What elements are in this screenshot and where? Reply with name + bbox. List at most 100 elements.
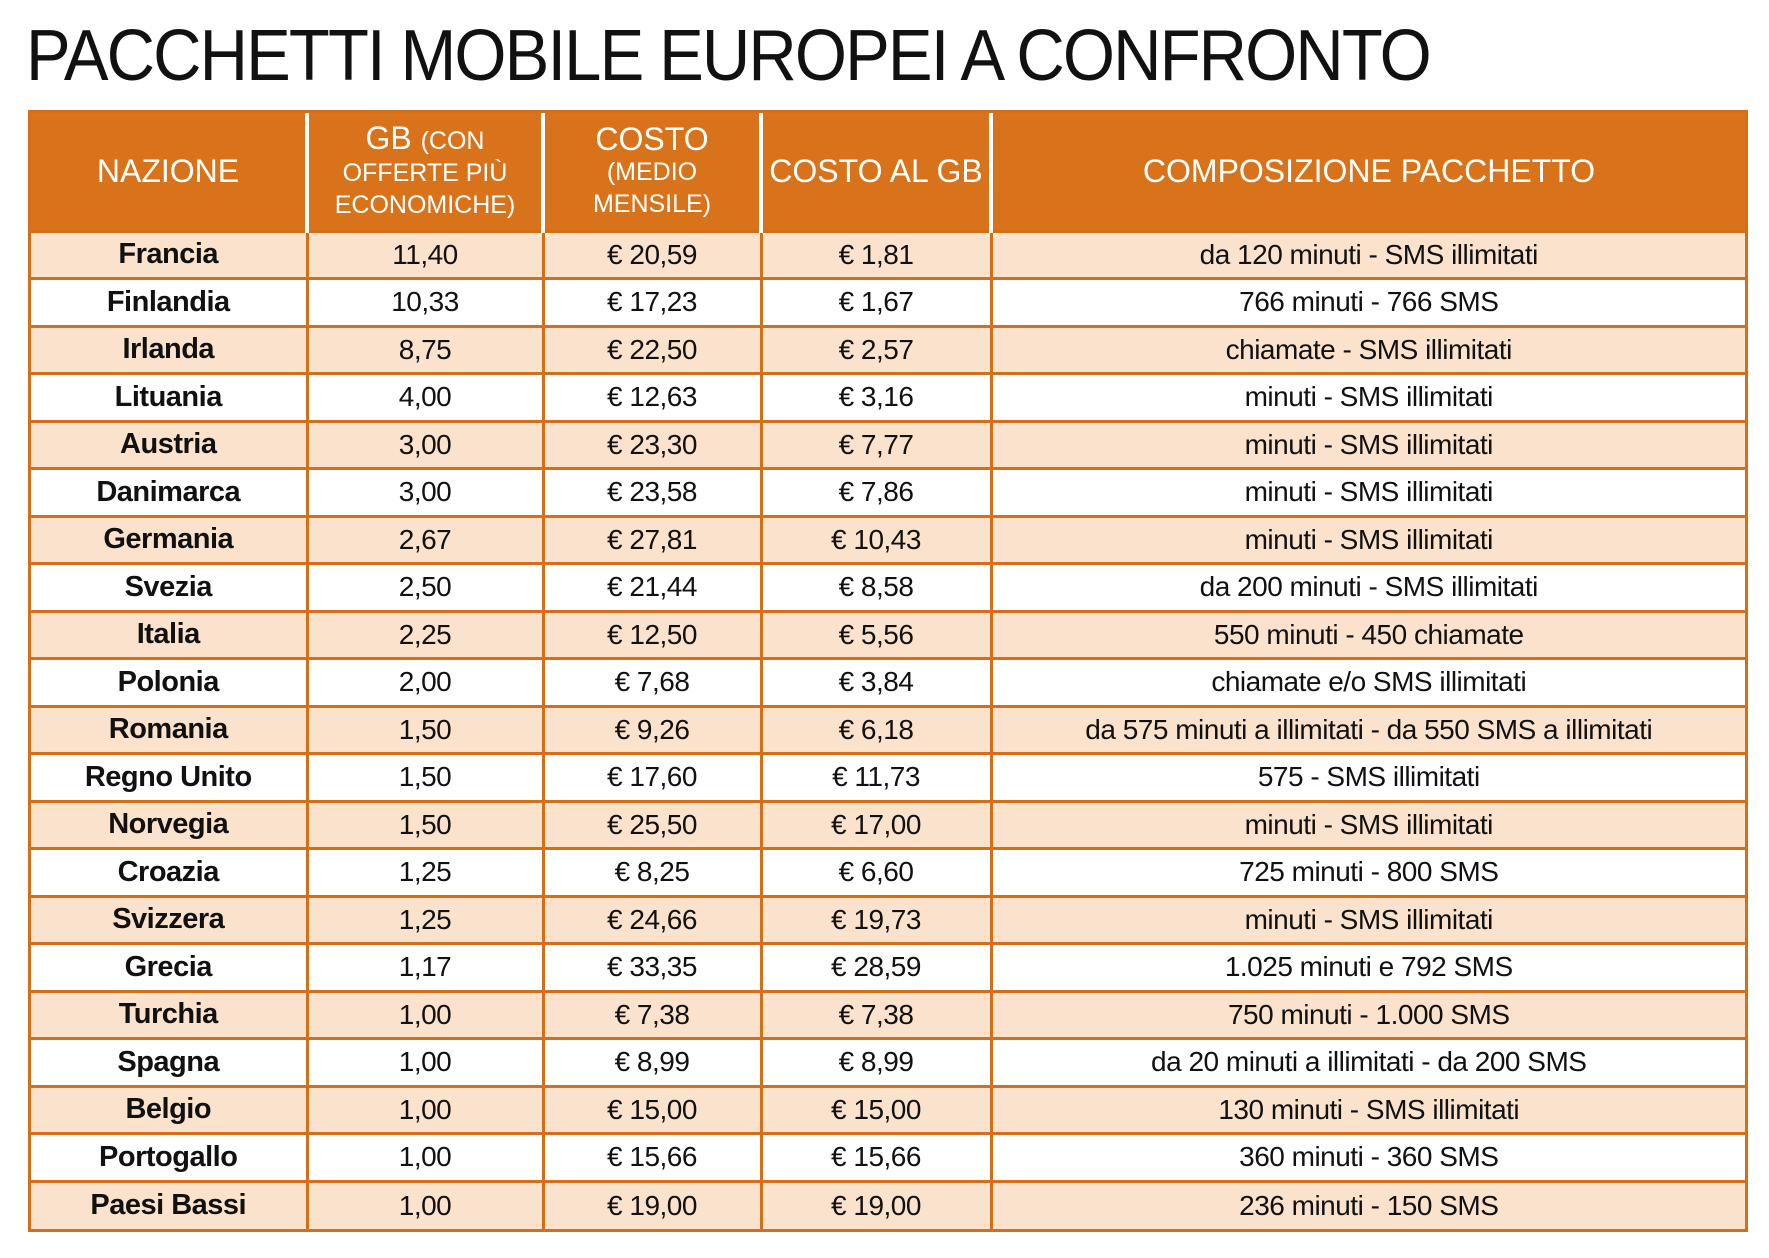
country-cell: Croazia (31, 847, 309, 896)
table-row: Romania 1,50 € 9,26 € 6,18 da 575 minuti a i… (31, 704, 1745, 754)
cost-per-gb-cell: € 11,73 (761, 752, 993, 801)
table-row: Croazia 1,25 € 8,25 € 6,60 725 minuti - 800 … (31, 847, 1745, 896)
gb-cell: 10,33 (307, 277, 545, 326)
cost-per-gb-cell: € 6,60 (761, 847, 993, 896)
package-cell: 130 minuti - SMS illimitati (991, 1084, 1745, 1134)
header-costo-sublabel: (MEDIO MENSILE) (592, 158, 712, 219)
cost-cell: € 23,58 (543, 467, 763, 516)
country-cell: Regno Unito (31, 752, 309, 801)
table-row: Paesi Bassi 1,00 € 19,00 € 19,00 236 minuti … (31, 1179, 1745, 1229)
table-row: Portogallo 1,00 € 15,66 € 15,66 360 minuti -… (31, 1132, 1745, 1181)
header-nazione: NAZIONE (31, 113, 309, 231)
cost-cell: € 7,68 (543, 657, 763, 706)
package-cell: chiamate e/o SMS illimitati (991, 657, 1745, 706)
cost-cell: € 17,23 (543, 277, 763, 326)
cost-per-gb-cell: € 1,67 (761, 277, 993, 326)
cost-per-gb-cell: € 17,00 (761, 799, 993, 849)
country-cell: Belgio (31, 1084, 309, 1134)
cost-cell: € 27,81 (543, 514, 763, 564)
cost-cell: € 21,44 (543, 562, 763, 611)
cost-cell: € 20,59 (543, 229, 763, 279)
cost-per-gb-cell: € 10,43 (761, 514, 993, 564)
gb-cell: 1,00 (307, 989, 545, 1039)
cost-per-gb-cell: € 7,77 (761, 419, 993, 469)
package-cell: chiamate - SMS illimitati (991, 324, 1745, 374)
country-cell: Turchia (31, 989, 309, 1039)
country-cell: Romania (31, 704, 309, 754)
cost-per-gb-cell: € 28,59 (761, 942, 993, 991)
cost-cell: € 12,63 (543, 372, 763, 421)
country-cell: Svizzera (31, 894, 309, 944)
package-cell: 550 minuti - 450 chiamate (991, 609, 1745, 659)
header-costo-al-gb-label: COSTO AL GB (769, 153, 983, 190)
country-cell: Danimarca (31, 467, 309, 516)
comparison-table-container: NAZIONE GB (CON OFFERTE PIÙ ECONOMICHE) … (28, 110, 1748, 1232)
package-cell: minuti - SMS illimitati (991, 419, 1745, 469)
country-cell: Lituania (31, 372, 309, 421)
cost-cell: € 9,26 (543, 704, 763, 754)
cost-per-gb-cell: € 15,66 (761, 1132, 993, 1181)
cost-per-gb-cell: € 8,58 (761, 562, 993, 611)
header-composizione-label: COMPOSIZIONE PACCHETTO (1142, 153, 1596, 190)
gb-cell: 1,00 (307, 1084, 545, 1134)
cost-cell: € 8,25 (543, 847, 763, 896)
country-cell: Italia (31, 609, 309, 659)
gb-cell: 1,25 (307, 847, 545, 896)
package-cell: da 20 minuti a illimitati - da 200 SMS (991, 1037, 1745, 1086)
table-row: Svezia 2,50 € 21,44 € 8,58 da 200 minuti - S… (31, 562, 1745, 611)
cost-cell: € 25,50 (543, 799, 763, 849)
gb-cell: 2,25 (307, 609, 545, 659)
gb-cell: 11,40 (307, 229, 545, 279)
table-row: Italia 2,25 € 12,50 € 5,56 550 minuti - 450 … (31, 609, 1745, 659)
country-cell: Portogallo (31, 1132, 309, 1181)
gb-cell: 1,00 (307, 1132, 545, 1181)
gb-cell: 2,00 (307, 657, 545, 706)
package-cell: 360 minuti - 360 SMS (991, 1132, 1745, 1181)
cost-cell: € 7,38 (543, 989, 763, 1039)
country-cell: Svezia (31, 562, 309, 611)
package-cell: 1.025 minuti e 792 SMS (991, 942, 1745, 991)
gb-cell: 2,50 (307, 562, 545, 611)
country-cell: Norvegia (31, 799, 309, 849)
cost-cell: € 8,99 (543, 1037, 763, 1086)
cost-per-gb-cell: € 19,00 (761, 1179, 993, 1229)
table-row: Norvegia 1,50 € 25,50 € 17,00 minuti - SMS i… (31, 799, 1745, 849)
table-row: Francia 11,40 € 20,59 € 1,81 da 120 minuti -… (31, 229, 1745, 279)
table-row: Regno Unito 1,50 € 17,60 € 11,73 575 - SMS i… (31, 752, 1745, 801)
gb-cell: 2,67 (307, 514, 545, 564)
country-cell: Spagna (31, 1037, 309, 1086)
package-cell: minuti - SMS illimitati (991, 894, 1745, 944)
cost-cell: € 17,60 (543, 752, 763, 801)
cost-per-gb-cell: € 6,18 (761, 704, 993, 754)
table-row: Germania 2,67 € 27,81 € 10,43 minuti - SMS i… (31, 514, 1745, 564)
page-title: PACCHETTI MOBILE EUROPEI A CONFRONTO (26, 16, 1432, 96)
gb-cell: 3,00 (307, 467, 545, 516)
table-body: Francia 11,40 € 20,59 € 1,81 da 120 minuti -… (31, 229, 1745, 1229)
table-header: NAZIONE GB (CON OFFERTE PIÙ ECONOMICHE) … (31, 113, 1745, 231)
package-cell: da 575 minuti a illimitati - da 550 SMS … (991, 704, 1745, 754)
country-cell: Austria (31, 419, 309, 469)
cost-per-gb-cell: € 5,56 (761, 609, 993, 659)
gb-cell: 8,75 (307, 324, 545, 374)
cost-per-gb-cell: € 2,57 (761, 324, 993, 374)
gb-cell: 1,25 (307, 894, 545, 944)
cost-per-gb-cell: € 19,73 (761, 894, 993, 944)
country-cell: Francia (31, 229, 309, 279)
package-cell: minuti - SMS illimitati (991, 467, 1745, 516)
header-gb: GB (CON OFFERTE PIÙ ECONOMICHE) (307, 113, 545, 231)
package-cell: 575 - SMS illimitati (991, 752, 1745, 801)
gb-cell: 1,00 (307, 1179, 545, 1229)
country-cell: Irlanda (31, 324, 309, 374)
table-row: Austria 3,00 € 23,30 € 7,77 minuti - SMS ill… (31, 419, 1745, 469)
cost-cell: € 12,50 (543, 609, 763, 659)
package-cell: 236 minuti - 150 SMS (991, 1179, 1745, 1229)
table-row: Svizzera 1,25 € 24,66 € 19,73 minuti - SMS i… (31, 894, 1745, 944)
table-row: Belgio 1,00 € 15,00 € 15,00 130 minuti - SMS… (31, 1084, 1745, 1134)
gb-cell: 1,50 (307, 704, 545, 754)
country-cell: Polonia (31, 657, 309, 706)
cost-per-gb-cell: € 3,16 (761, 372, 993, 421)
cost-per-gb-cell: € 7,86 (761, 467, 993, 516)
table-row: Danimarca 3,00 € 23,58 € 7,86 minuti - SMS i… (31, 467, 1745, 516)
header-gb-label: GB (365, 120, 412, 157)
table-row: Grecia 1,17 € 33,35 € 28,59 1.025 minuti e 7… (31, 942, 1745, 991)
